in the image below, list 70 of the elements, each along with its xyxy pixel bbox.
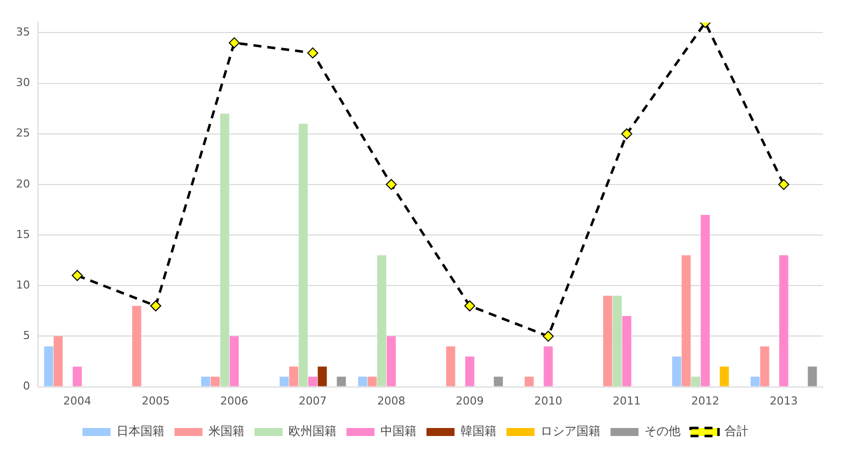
bar [280,376,289,386]
bar [72,366,82,386]
bar [230,336,239,386]
point [621,128,632,140]
bar [750,376,760,386]
legend-label: 韓国籍 [460,424,496,438]
x-tick-label: 2012 [691,394,720,408]
bar [691,376,700,386]
x-tick-label: 2010 [534,394,562,408]
legend-label: その他 [644,424,680,438]
bar [672,356,682,386]
bar [318,366,327,386]
x-tick-label: 2004 [63,394,92,408]
bar [682,255,691,386]
bar [44,346,54,386]
point [542,330,554,342]
bar [760,346,770,386]
y-tick-label: 30 [16,76,30,90]
point [150,300,162,312]
legend-label: 米国籍 [208,424,244,438]
x-tick-label: 2011 [612,394,641,408]
point [307,47,318,58]
bar [700,214,710,386]
x-tick-label: 2009 [456,394,484,408]
x-tick-label: 2006 [220,394,248,408]
y-tick-label: 20 [16,177,30,190]
bar [494,376,503,386]
bar [544,346,553,386]
bar [289,366,298,386]
legend-label: 合計 [724,424,748,438]
bar [603,296,612,386]
bar [446,346,456,386]
x-tick-label: 2005 [142,394,170,408]
point [386,178,397,190]
bar [201,376,210,386]
legend-label: 欧州国籍 [288,424,336,438]
y-tick-label: 0 [22,380,30,393]
bar [779,255,788,386]
bar [298,124,308,386]
x-tick-label: 2013 [770,394,798,408]
legend-label: 日本国籍 [116,424,164,438]
bar [308,376,318,386]
x-tick-label: 2007 [298,394,327,408]
bar [368,376,377,386]
point [464,300,476,312]
legend-label: 中国籍 [380,424,416,438]
bar [612,296,622,386]
y-tick-label: 35 [16,26,30,39]
point [72,270,83,282]
y-tick-label: 15 [16,228,30,241]
bar [54,336,63,386]
bar [622,316,632,386]
bar [465,356,474,386]
bar [358,376,368,386]
bar [524,376,534,386]
point [228,37,240,48]
bar [336,376,346,386]
y-tick-label: 25 [16,126,30,140]
point [778,178,790,190]
x-tick-label: 2008 [377,394,406,408]
bar [210,376,220,386]
y-tick-label: 10 [16,278,30,292]
bar [808,366,817,386]
bar [377,255,386,386]
y-tick-label: 5 [22,329,30,342]
bar [132,306,142,386]
bar [220,114,230,386]
legend-label: ロシア国籍 [540,424,600,438]
bar [386,336,396,386]
bar [720,366,729,386]
